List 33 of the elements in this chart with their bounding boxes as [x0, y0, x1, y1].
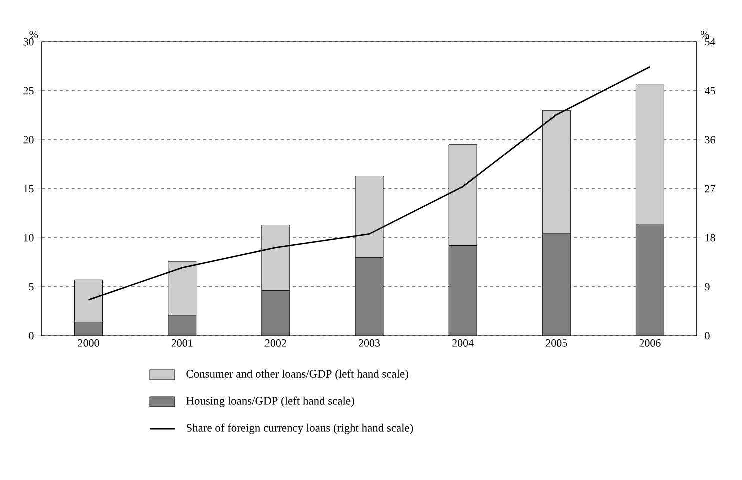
legend-label: Consumer and other loans/GDP (left hand scale) [186, 370, 408, 380]
bar [542, 234, 571, 336]
x-tick-label: 2006 [640, 340, 661, 347]
bar [168, 315, 197, 336]
legend-label: Housing loans/GDP (left hand scale) [186, 396, 354, 408]
y2-tick-label: 0 [705, 332, 710, 340]
y2-tick-label: 45 [704, 87, 716, 95]
x-tick-label: 2003 [359, 340, 380, 347]
y-tick-label: 0 [29, 332, 34, 340]
y-tick-label: 25 [24, 87, 34, 95]
legend-label: Share of foreign currency loans (right hand scale) [186, 424, 414, 434]
x-tick-label: 2000 [78, 340, 100, 347]
y-tick-label: 30 [24, 38, 34, 46]
x-tick-label: 2001 [172, 340, 193, 347]
y2-tick-label: 18 [706, 234, 716, 242]
bar [448, 246, 478, 336]
y2-tick-label: 27 [705, 185, 716, 193]
y-tick-label: 15 [24, 185, 34, 193]
x-tick-label: 2004 [452, 340, 474, 347]
y-tick-label: 20 [24, 136, 34, 144]
y2-tick-label: 9 [705, 283, 710, 291]
x-tick-label: 2005 [546, 340, 568, 347]
y2-tick-label: 36 [705, 136, 716, 144]
bar [636, 224, 664, 336]
x-tick-label: 2002 [265, 340, 286, 347]
y-tick-label: 5 [29, 283, 34, 291]
y-tick-label: 10 [24, 234, 34, 242]
y2-tick-label: 54 [705, 38, 716, 46]
bar [262, 290, 290, 336]
bar [74, 322, 103, 336]
bar [355, 257, 384, 336]
y-axis-title: % [30, 31, 38, 38]
y2-axis-title: % [700, 31, 710, 38]
